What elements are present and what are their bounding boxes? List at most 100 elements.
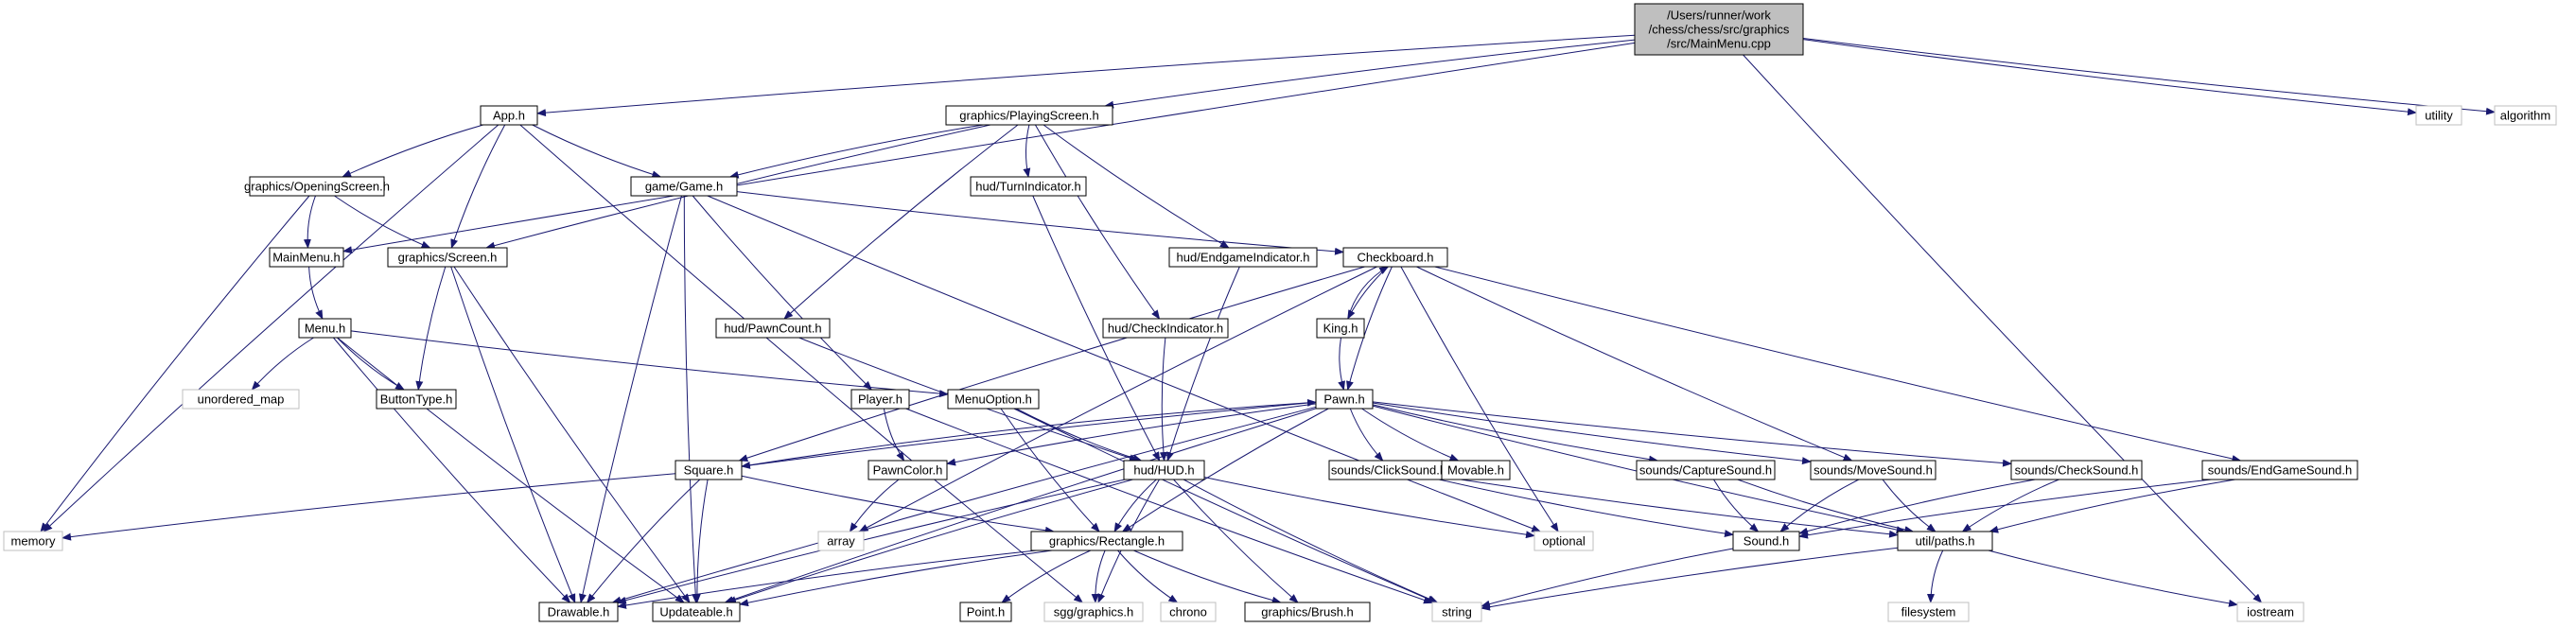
edge-capturesound-to-paths xyxy=(1737,479,1915,533)
node-box-playing xyxy=(945,105,1113,126)
node-label-chrono: chrono xyxy=(1169,605,1207,619)
node-mainmenu[interactable]: MainMenu.h xyxy=(269,247,344,268)
node-label-screen: graphics/Screen.h xyxy=(398,251,498,265)
node-box-rectangle xyxy=(1030,531,1183,551)
node-box-paths xyxy=(1897,531,1993,551)
edge-main-to-app xyxy=(536,34,1636,117)
node-box-checkboard xyxy=(1342,247,1448,268)
node-movesound[interactable]: sounds/MoveSound.h xyxy=(1810,460,1936,480)
edge-pawn-to-rectangle xyxy=(1121,408,1329,532)
edge-game-to-drawable xyxy=(579,195,682,603)
edge-rectangle-to-chrono xyxy=(1117,550,1179,603)
node-iostream: iostream xyxy=(2236,602,2304,622)
edge-pawn-to-clicksound xyxy=(1349,408,1384,462)
node-label-main: /Users/runner/work xyxy=(1667,9,1771,23)
node-square[interactable]: Square.h xyxy=(675,460,743,480)
edge-checkboard-to-optional xyxy=(1400,266,1559,532)
node-endgamesound[interactable]: sounds/EndGameSound.h xyxy=(2201,460,2358,480)
node-pawncount[interactable]: hud/PawnCount.h xyxy=(715,318,831,339)
edge-hud-to-optional xyxy=(1203,477,1535,539)
node-box-chrono xyxy=(1160,602,1217,622)
node-rectangle[interactable]: graphics/Rectangle.h xyxy=(1030,531,1183,551)
node-label-checkind: hud/CheckIndicator.h xyxy=(1108,322,1223,336)
edge-pawncolor-to-array xyxy=(849,479,900,532)
node-updateable[interactable]: Updateable.h xyxy=(652,602,741,622)
node-box-pawncount xyxy=(715,318,831,339)
node-game[interactable]: game/Game.h xyxy=(630,176,738,197)
node-label-optional: optional xyxy=(1542,534,1586,549)
node-label-movesound: sounds/MoveSound.h xyxy=(1814,463,1933,478)
edge-playing-to-checkind xyxy=(1034,124,1161,320)
node-label-filesystem: filesystem xyxy=(1901,605,1956,619)
node-box-buttontype xyxy=(376,389,457,410)
edge-checkboard-to-movesound xyxy=(1416,266,1853,462)
node-menuoption[interactable]: MenuOption.h xyxy=(947,389,1040,410)
edge-pawn-to-movesound xyxy=(1372,402,1812,465)
edge-opening-to-memory xyxy=(40,195,310,532)
edge-checkind-to-hud xyxy=(1159,337,1167,462)
node-box-player xyxy=(850,389,910,410)
node-checkboard[interactable]: Checkboard.h xyxy=(1342,247,1448,268)
node-drawable[interactable]: Drawable.h xyxy=(538,602,619,622)
node-brush[interactable]: graphics/Brush.h xyxy=(1244,602,1371,622)
node-playing[interactable]: graphics/PlayingScreen.h xyxy=(945,105,1113,126)
node-opening[interactable]: graphics/OpeningScreen.h xyxy=(244,176,390,197)
node-array: array xyxy=(817,531,865,551)
node-label-pawncount: hud/PawnCount.h xyxy=(724,322,821,336)
node-point[interactable]: Point.h xyxy=(959,602,1012,622)
edge-main-to-algorithm xyxy=(1802,38,2496,115)
edge-movesound-to-paths xyxy=(1882,479,1936,532)
node-capturesound[interactable]: sounds/CaptureSound.h xyxy=(1636,460,1776,480)
edge-capturesound-to-sound xyxy=(1713,479,1760,532)
edge-opening-to-screen xyxy=(334,195,431,249)
node-label-endgamesound: sounds/EndGameSound.h xyxy=(2208,463,2353,478)
node-sound[interactable]: Sound.h xyxy=(1732,531,1800,551)
edge-hud-to-string xyxy=(1183,479,1439,603)
edge-main-to-playing xyxy=(1104,39,1636,109)
node-hud[interactable]: hud/HUD.h xyxy=(1123,460,1205,480)
edge-menu-to-menuoption xyxy=(350,330,949,398)
edge-rectangle-to-brush xyxy=(1133,550,1282,604)
node-box-optional xyxy=(1533,531,1594,551)
node-label-playing: graphics/PlayingScreen.h xyxy=(959,109,1098,123)
node-box-game xyxy=(630,176,738,197)
edge-playing-to-turn xyxy=(1023,124,1031,178)
node-clicksound[interactable]: sounds/ClickSound.h xyxy=(1328,460,1449,480)
node-player[interactable]: Player.h xyxy=(850,389,910,410)
edge-endgamesound-to-sound xyxy=(1798,479,2212,539)
edge-square-to-updateable xyxy=(692,479,709,603)
edge-king-to-pawn xyxy=(1338,337,1345,391)
node-box-screen xyxy=(387,247,508,268)
edge-checksound-to-sound xyxy=(1798,479,2036,535)
edge-menu-to-drawable xyxy=(333,337,571,603)
node-paths[interactable]: util/paths.h xyxy=(1897,531,1993,551)
node-app[interactable]: App.h xyxy=(480,105,538,126)
edge-playing-to-screen xyxy=(485,124,991,250)
node-box-turn xyxy=(970,176,1087,197)
node-box-sgg xyxy=(1043,602,1144,622)
node-label-mainmenu: MainMenu.h xyxy=(272,251,341,265)
edge-clicksound-to-sound xyxy=(1439,479,1734,538)
edge-app-to-screen xyxy=(450,124,506,249)
node-screen[interactable]: graphics/Screen.h xyxy=(387,247,508,268)
node-label-sound: Sound.h xyxy=(1744,534,1789,549)
edge-playing-to-endgameind xyxy=(1043,124,1230,249)
node-main[interactable]: /Users/runner/work/chess/chess/src/graph… xyxy=(1634,3,1804,56)
node-chrono: chrono xyxy=(1160,602,1217,622)
node-king[interactable]: King.h xyxy=(1316,318,1365,339)
node-label-buttontype: ButtonType.h xyxy=(380,392,453,407)
node-buttontype[interactable]: ButtonType.h xyxy=(376,389,457,410)
node-turn[interactable]: hud/TurnIndicator.h xyxy=(970,176,1087,197)
node-endgameind[interactable]: hud/EndgameIndicator.h xyxy=(1168,247,1318,268)
node-pawn[interactable]: Pawn.h xyxy=(1315,389,1374,410)
node-checksound[interactable]: sounds/CheckSound.h xyxy=(2010,460,2143,480)
edge-checksound-to-paths xyxy=(1961,479,2059,532)
node-box-brush xyxy=(1244,602,1371,622)
node-pawncolor[interactable]: PawnColor.h xyxy=(867,460,948,480)
edge-square-to-pawn xyxy=(741,398,1317,467)
edge-rectangle-to-drawable xyxy=(617,550,1037,609)
node-menu[interactable]: Menu.h xyxy=(298,318,352,339)
node-box-filesystem xyxy=(1887,602,1970,622)
node-movable[interactable]: Movable.h xyxy=(1441,460,1511,480)
node-checkind[interactable]: hud/CheckIndicator.h xyxy=(1102,318,1229,339)
